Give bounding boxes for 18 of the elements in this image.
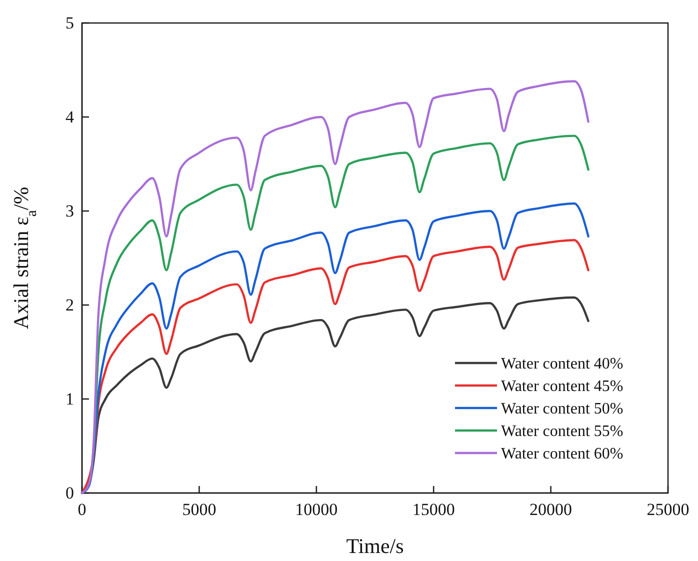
y-tick-label: 3 (66, 201, 74, 220)
x-tick-label: 20000 (530, 500, 572, 520)
y-tick-label: 2 (66, 295, 74, 314)
x-axis-title: Time/s (346, 534, 404, 558)
y-tick-label: 5 (66, 13, 74, 32)
legend-label: Water content 45% (501, 378, 624, 395)
x-tick-label: 10000 (295, 500, 338, 520)
y-tick-label: 4 (66, 107, 74, 126)
legend-label: Water content 55% (501, 423, 624, 440)
x-tick-label: 0 (78, 500, 86, 520)
legend-label: Water content 40% (501, 356, 624, 372)
legend-label: Water content 50% (501, 400, 624, 418)
y-tick-label: 0 (66, 483, 74, 502)
x-tick-label: 15000 (412, 500, 455, 520)
x-tick-label: 25000 (646, 500, 690, 520)
legend-label: Water content 60% (501, 446, 624, 462)
x-tick-label: 5000 (182, 500, 216, 520)
y-tick-label: 1 (66, 389, 74, 408)
